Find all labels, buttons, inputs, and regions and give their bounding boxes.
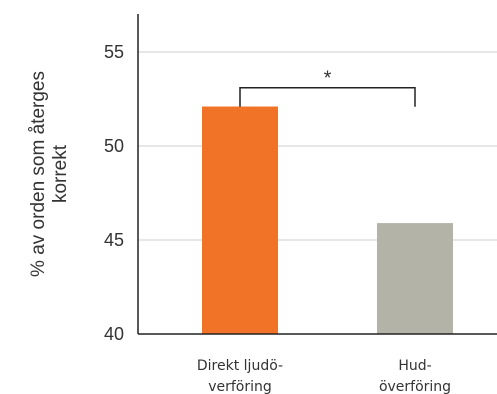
y-tick-label-45: 45 [104,230,124,250]
grid-lines [138,51,497,241]
category-label-0-line-1: verföring [208,379,272,394]
bars [202,106,453,335]
y-axis-label: % av orden som återgeskorrekt [28,71,71,277]
y-tick-label-50: 50 [104,136,124,156]
significance-bracket: * [239,68,416,107]
category-label-0-line-0: Direkt ljudö- [197,358,283,374]
significance-star: * [324,68,332,90]
category-label-1-line-1: överföring [379,379,451,394]
significance-bracket-line [239,86,416,107]
bar-0 [202,106,278,335]
category-labels: Direkt ljudö-verföring Hud-överföring [197,358,451,394]
y-tick-labels: 40 45 50 55 [104,42,124,344]
bar-1 [377,223,453,334]
y-axis-label-line-0: % av orden som återges [28,71,49,277]
y-tick-label-40: 40 [104,324,124,344]
category-label-1-line-0: Hud- [398,358,431,374]
y-axis-label-line-1: korrekt [50,144,71,203]
y-tick-label-55: 55 [104,42,124,62]
